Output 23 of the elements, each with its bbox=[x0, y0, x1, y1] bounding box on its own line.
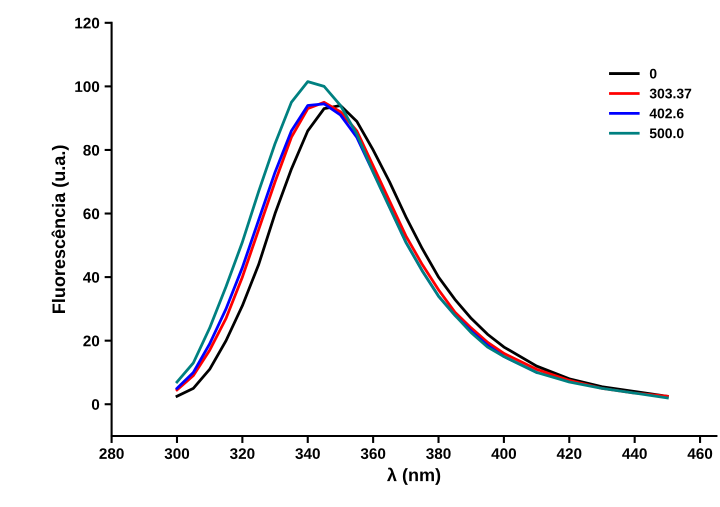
y-tick-label: 80 bbox=[83, 144, 100, 156]
x-tick-label: 440 bbox=[622, 448, 647, 460]
y-tick-label: 0 bbox=[92, 399, 100, 410]
legend-label: 500.0 bbox=[650, 128, 684, 138]
x-tick-label: 360 bbox=[360, 448, 386, 460]
x-tick-label: 380 bbox=[426, 448, 451, 460]
legend-label: 303.37 bbox=[650, 88, 692, 98]
y-tick-label: 40 bbox=[83, 272, 100, 283]
y-tick-label: 120 bbox=[75, 18, 100, 28]
x-axis-title: λ (nm) bbox=[386, 468, 440, 485]
x-tick-label: 300 bbox=[164, 448, 190, 460]
legend-label: 402.6 bbox=[650, 108, 684, 118]
x-tick-label: 400 bbox=[491, 448, 516, 460]
y-tick-label: 60 bbox=[83, 208, 100, 220]
y-axis-title: Fluorescência (u.a.) bbox=[52, 146, 69, 313]
x-tick-label: 420 bbox=[556, 448, 582, 460]
y-tick-label: 20 bbox=[83, 336, 100, 346]
x-tick-label: 460 bbox=[688, 448, 712, 460]
legend-label: 0 bbox=[650, 68, 656, 79]
x-tick-label: 340 bbox=[295, 448, 320, 460]
x-tick-label: 320 bbox=[230, 448, 254, 460]
y-tick-label: 100 bbox=[75, 81, 100, 92]
x-tick-label: 280 bbox=[99, 448, 124, 460]
